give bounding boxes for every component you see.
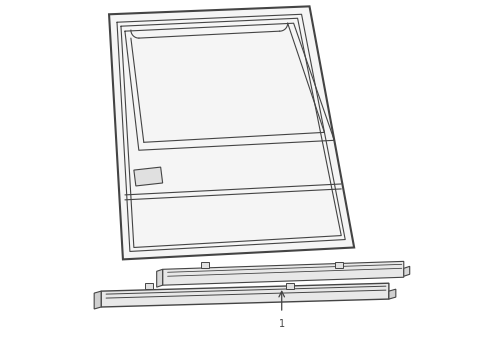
Polygon shape <box>157 269 163 287</box>
Polygon shape <box>145 283 153 289</box>
Polygon shape <box>101 283 389 307</box>
Polygon shape <box>134 167 163 186</box>
Polygon shape <box>163 261 404 285</box>
Polygon shape <box>404 266 410 276</box>
Polygon shape <box>109 6 354 260</box>
Polygon shape <box>286 283 294 289</box>
Polygon shape <box>389 289 396 299</box>
Polygon shape <box>94 291 101 309</box>
Text: 1: 1 <box>279 319 285 329</box>
Polygon shape <box>335 262 343 268</box>
Polygon shape <box>201 262 209 268</box>
